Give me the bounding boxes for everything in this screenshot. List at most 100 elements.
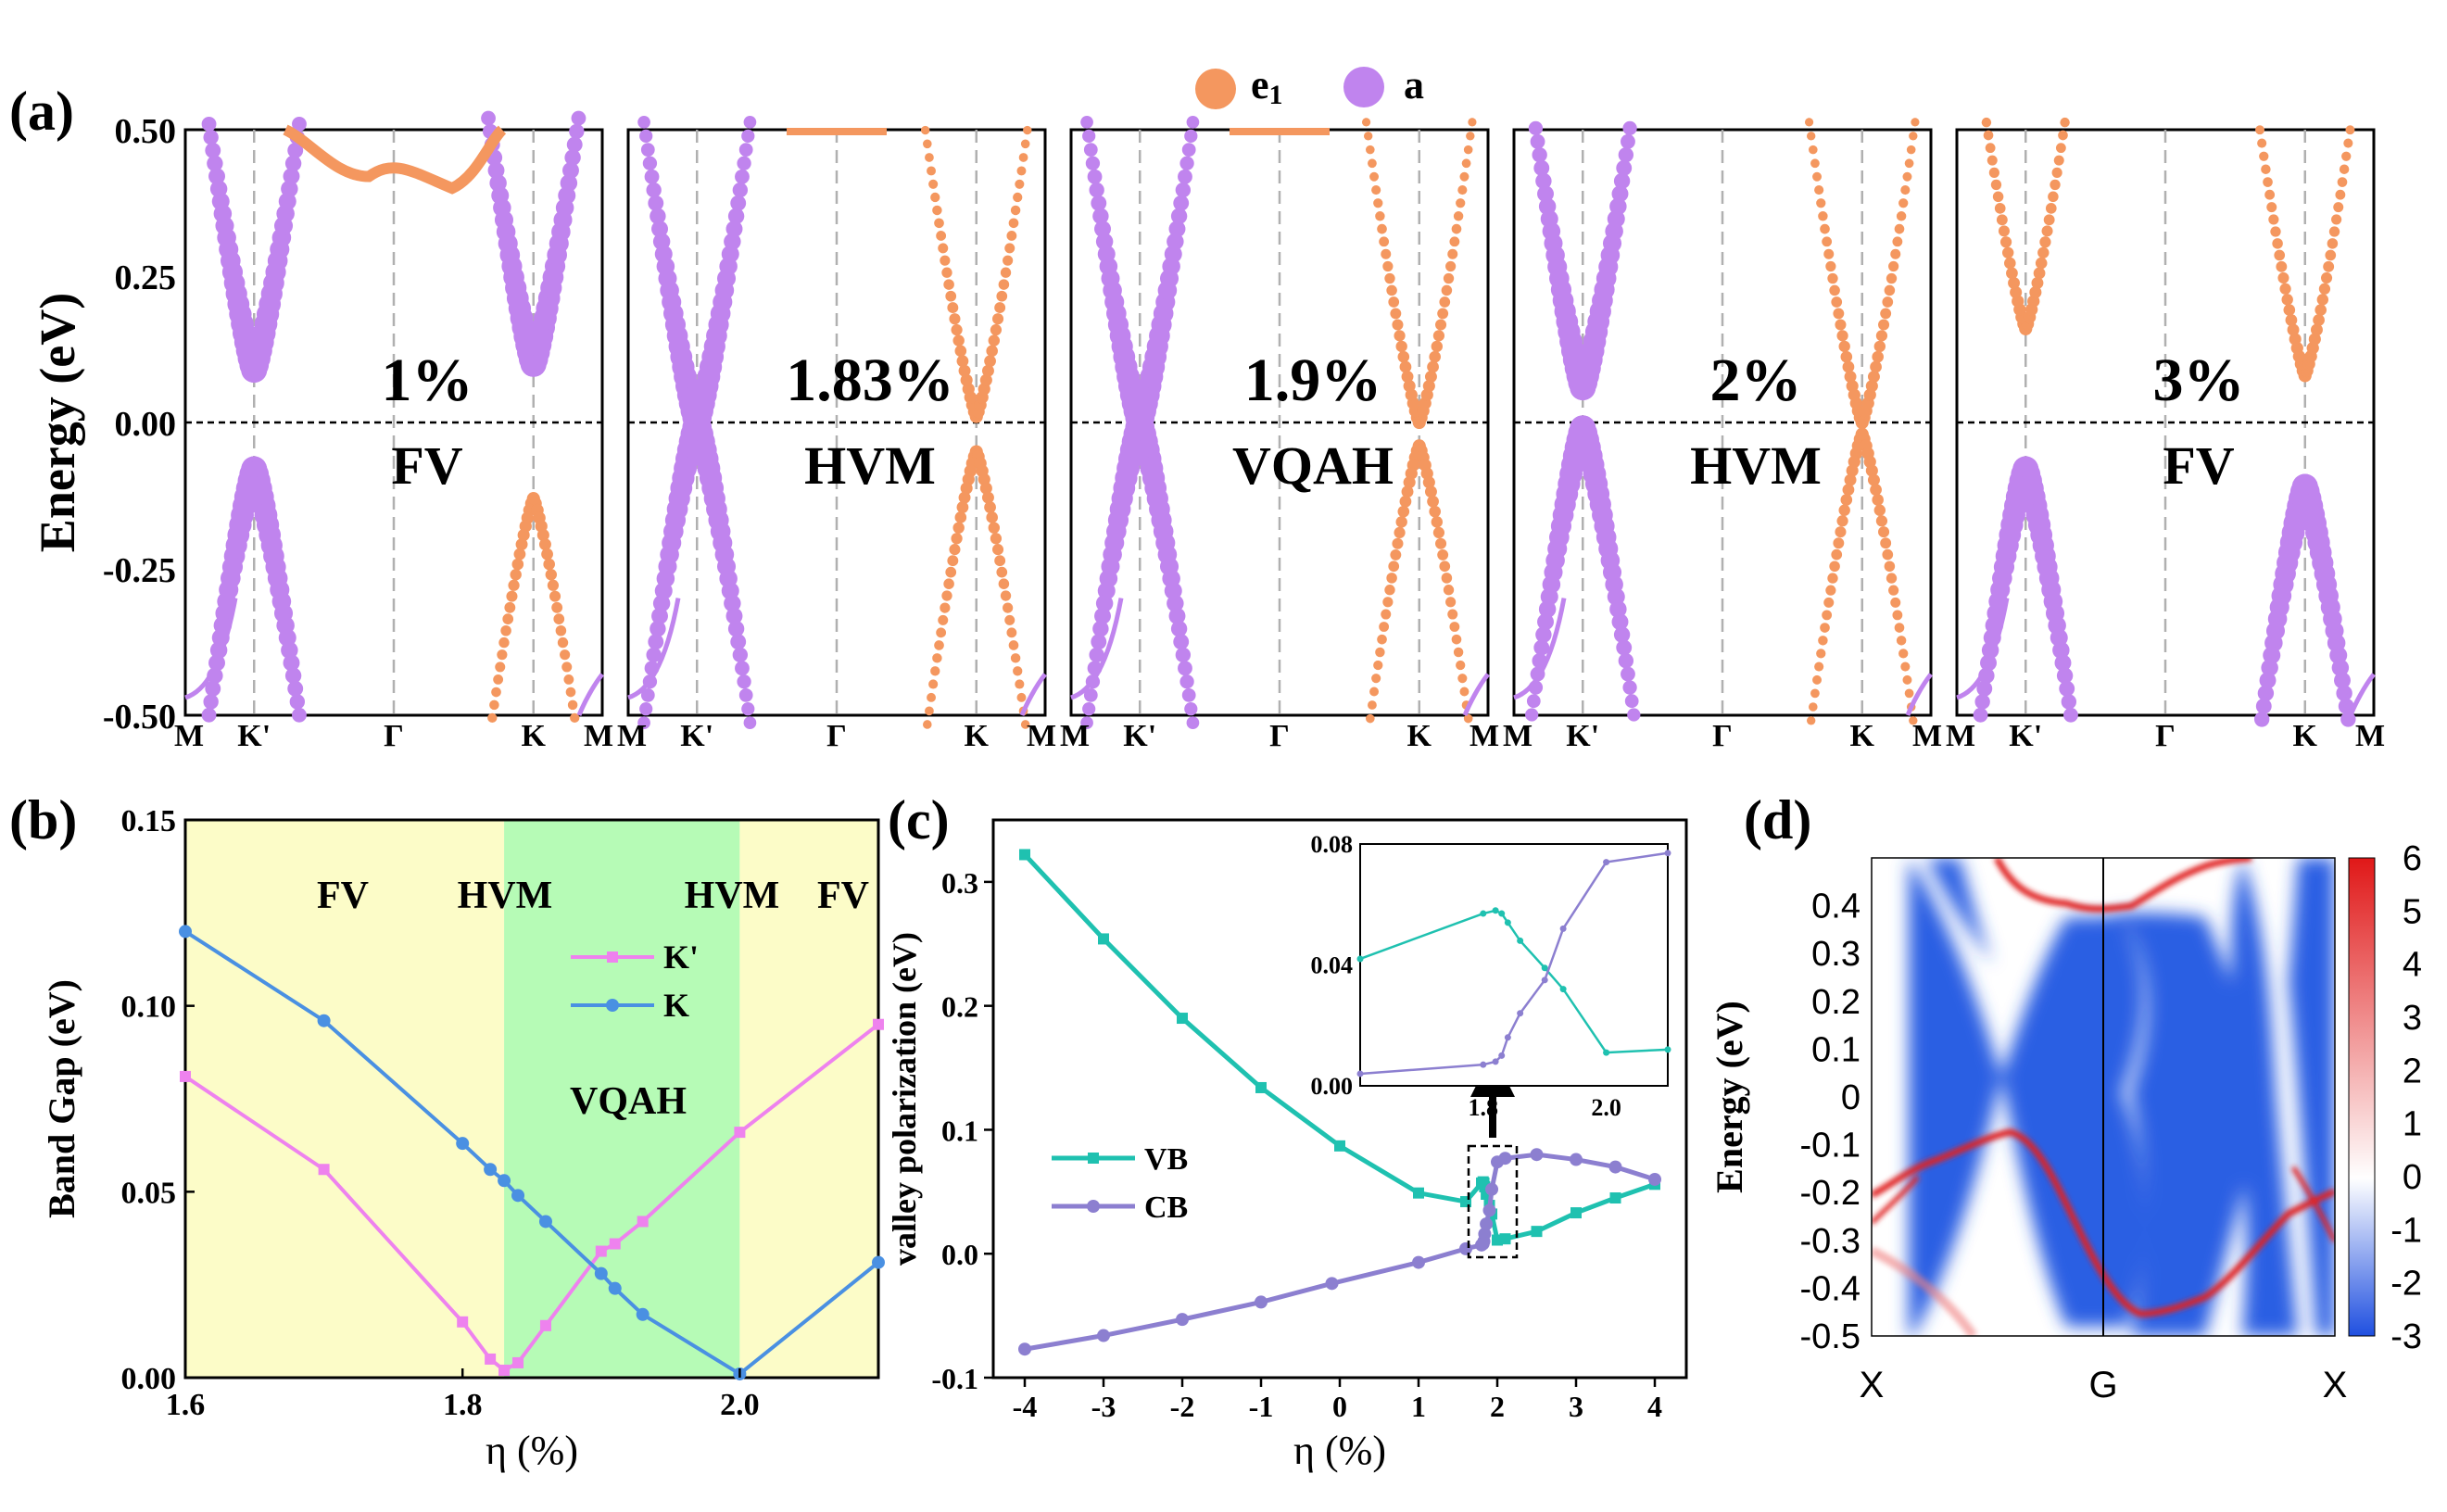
band-point	[1184, 129, 1198, 143]
band-point	[743, 716, 757, 729]
kpoint-label: K'	[2009, 719, 2042, 753]
band-point	[481, 110, 496, 126]
band-point	[1390, 548, 1402, 561]
kpoint-label: M	[174, 719, 204, 753]
band-point	[551, 601, 563, 613]
band-point	[1880, 308, 1892, 320]
band-point	[511, 558, 524, 571]
band-point	[945, 290, 957, 302]
band-point	[1403, 380, 1416, 393]
band-point	[928, 179, 939, 189]
band-point	[1457, 185, 1468, 195]
band-point	[2031, 276, 2044, 289]
band-point	[2321, 271, 2333, 284]
band-point	[1175, 647, 1192, 663]
band-point	[545, 569, 558, 581]
strain-label: 1%	[382, 346, 473, 414]
band-point	[2263, 177, 2273, 187]
band-point	[1431, 340, 1444, 353]
band-point	[2255, 698, 2272, 714]
band-point	[1988, 167, 1999, 178]
band-point	[1835, 526, 1847, 538]
band-point	[1537, 613, 1554, 631]
band-point	[992, 313, 1004, 325]
band-point	[979, 482, 992, 495]
band-point	[1840, 494, 1853, 506]
y-tick-label-d: 0.3	[1811, 935, 1860, 974]
y-axis-label-c: valley polarization (eV)	[886, 932, 923, 1266]
colorbar	[2348, 857, 2376, 1337]
band-point	[1468, 118, 1477, 127]
band-point	[564, 149, 581, 166]
data-point	[1325, 1277, 1339, 1291]
band-point	[941, 267, 952, 278]
data-point	[734, 1127, 746, 1139]
data-point	[179, 925, 192, 939]
inset-y-tick: 0.00	[1311, 1073, 1354, 1100]
inset-x-tick: 1.8	[1469, 1094, 1499, 1121]
band-point	[1820, 623, 1830, 633]
band-point	[1368, 158, 1377, 169]
band-point	[536, 528, 549, 542]
y-tick-label-b: 0.05	[121, 1176, 177, 1210]
band-point	[994, 555, 1006, 567]
band-point	[1816, 649, 1826, 659]
band-point	[2343, 138, 2353, 148]
band-point	[2287, 323, 2300, 336]
band-gap-chart: 1.6 1.8 2.0 0.00 0.05 0.10 0.15 η (%) Band Gap (…	[41, 804, 885, 1473]
band-point	[1998, 225, 2010, 237]
band-point	[936, 231, 947, 241]
kpoint-label-d: G	[2088, 1365, 2117, 1405]
legend-a-marker	[1343, 67, 1384, 107]
band-point	[1621, 133, 1635, 149]
band-point	[648, 195, 664, 211]
band-point	[2276, 260, 2288, 272]
inset-point	[1559, 925, 1567, 932]
data-point	[484, 1163, 498, 1177]
band-point	[994, 302, 1006, 314]
band-panel-0: 1% FV M K' Γ K M	[174, 110, 613, 753]
band-point	[1375, 211, 1385, 221]
band-point	[1838, 504, 1850, 516]
band-point	[1424, 371, 1437, 384]
band-point	[1013, 666, 1023, 676]
y-axis-label-d: Energy (eV)	[1709, 1001, 1750, 1193]
data-point	[512, 1356, 524, 1368]
x-tick-label-c: -4	[1013, 1390, 1038, 1423]
band-point	[996, 290, 1008, 302]
band-point	[956, 355, 969, 368]
band-point	[932, 653, 942, 663]
band-point	[1451, 634, 1462, 645]
band-point	[1092, 208, 1109, 224]
legend-marker	[606, 999, 619, 1012]
region-fv-left	[185, 820, 505, 1378]
band-point	[1453, 647, 1464, 658]
band-point	[1083, 687, 1098, 702]
band-point	[1611, 185, 1629, 203]
band-point	[1812, 171, 1823, 182]
x-axis-label-b: η (%)	[486, 1428, 578, 1473]
band-point	[992, 544, 1004, 556]
band-point	[651, 607, 668, 624]
band-point	[637, 116, 650, 129]
band-point	[1015, 179, 1025, 189]
band-point	[1445, 597, 1457, 608]
band-point	[1432, 330, 1445, 342]
band-point	[1463, 145, 1473, 155]
band-point	[205, 680, 221, 697]
band-point	[1395, 340, 1407, 353]
band-tail	[184, 598, 238, 700]
y-tick-label-d: 0.1	[1811, 1030, 1860, 1069]
band-point	[1831, 296, 1843, 308]
band-point	[1422, 476, 1435, 489]
data-point	[511, 1189, 525, 1203]
band-point	[1432, 526, 1445, 539]
data-point	[539, 1319, 551, 1331]
edge-state-lines	[1872, 858, 2335, 1336]
y-tick-label-d: 0.4	[1811, 888, 1860, 926]
band-point	[1904, 158, 1914, 169]
band-point	[515, 538, 528, 551]
kpoint-label: Γ	[2155, 719, 2176, 753]
band-point	[500, 624, 511, 636]
band-point	[1003, 255, 1014, 266]
